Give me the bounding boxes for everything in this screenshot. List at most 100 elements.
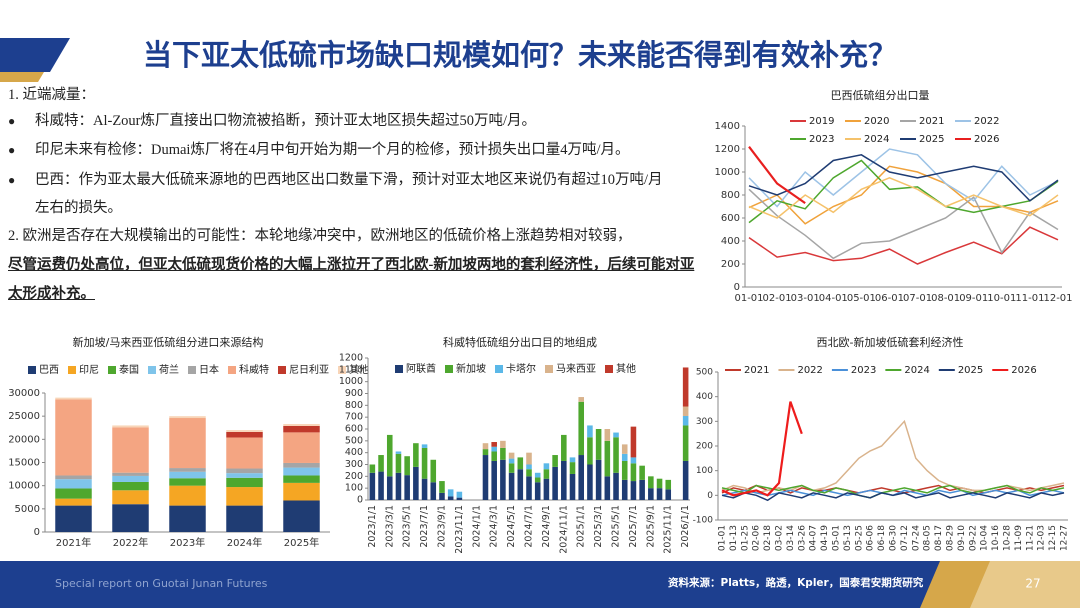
footer-bar [0, 561, 975, 608]
series-line [748, 226, 1059, 265]
y-tick-label: 20000 [8, 434, 40, 445]
bar-segment [169, 505, 206, 532]
y-tick-label: 0 [734, 282, 740, 293]
bar-segment [578, 397, 585, 402]
bar-segment [283, 475, 320, 483]
bar-segment [283, 500, 320, 532]
bar-segment [169, 478, 206, 486]
series-line [748, 154, 1059, 202]
bar-segment [656, 478, 663, 489]
header-deco [0, 38, 70, 72]
legend-label: 2023 [851, 365, 876, 376]
legend-label: 卡塔尔 [506, 362, 536, 375]
bar-segment [386, 476, 393, 500]
bar-segment [55, 399, 92, 476]
bar-segment [369, 472, 376, 500]
legend-label: 2019 [809, 116, 834, 127]
y-tick-label: 1100 [339, 364, 363, 375]
bar-segment [648, 476, 654, 489]
legend-label: 2020 [864, 116, 889, 127]
y-tick-label: 0 [707, 491, 713, 501]
x-tick-label: 2026/1/1 [680, 505, 691, 548]
legend-swatch [495, 365, 503, 373]
bar-segment [404, 456, 410, 476]
bar-segment [569, 457, 576, 463]
legend-swatch [68, 366, 76, 374]
y-tick-label: 200 [721, 259, 740, 270]
footer-source: 资料来源：Platts，路透，Kpler，国泰君安期货研究 [668, 576, 924, 589]
bar-segment [552, 455, 558, 467]
x-tick-label: 05-25 [854, 525, 864, 551]
bar-segment [413, 466, 419, 500]
legend-swatch [605, 365, 613, 373]
bar-segment [595, 429, 602, 460]
x-tick-label: 2023/9/1 [436, 505, 447, 548]
x-tick-label: 10-28 [1003, 525, 1013, 551]
x-tick-label: 10-16 [991, 525, 1001, 551]
bar-segment [491, 442, 497, 447]
y-tick-label: -100 [693, 516, 714, 526]
bar-segment [226, 437, 263, 469]
x-tick-label: 06-30 [889, 525, 899, 551]
legend-label: 2025 [919, 134, 944, 145]
bar-segment [630, 426, 637, 458]
bar-segment [55, 498, 92, 506]
legend-label: 2023 [809, 134, 834, 145]
legend-swatch [338, 366, 346, 374]
bar-segment [283, 425, 320, 433]
y-tick-label: 900 [345, 388, 363, 399]
bullet-item: ● 印尼未来有检修：Dumai炼厂将在4月中旬开始为期一个月的检修，预计损失出口量… [8, 136, 688, 164]
y-tick-label: 200 [345, 471, 363, 482]
bar-segment [639, 479, 645, 500]
bar-segment [112, 425, 149, 428]
x-tick-label: 2023年 [170, 536, 205, 549]
x-tick-label: 2024/9/1 [541, 505, 552, 548]
legend-label: 2024 [864, 134, 889, 145]
x-tick-label: 2025/1/1 [576, 505, 587, 548]
x-tick-label: 2024年 [227, 536, 262, 549]
y-tick-label: 600 [721, 213, 740, 224]
bullet-text: 科威特：Al-Zour炼厂直接出口物流被掐断，预计亚太地区损失超过50万吨/月。 [35, 113, 537, 129]
y-tick-label: 400 [696, 392, 713, 402]
bar-segment [456, 491, 463, 498]
legend-swatch [188, 366, 196, 374]
slide-title: 当下亚太低硫市场缺口规模如何？未来能否得到有效补充？ [143, 38, 897, 72]
bar-segment [430, 482, 437, 500]
bar-segment [226, 505, 263, 532]
series-line [748, 148, 1059, 208]
x-tick-label: 03-26 [797, 525, 807, 551]
bar-segment [630, 463, 637, 482]
series-line [721, 419, 1065, 494]
bar-segment [595, 459, 602, 500]
x-tick-label: 08-17 [934, 525, 944, 551]
bar-segment [482, 455, 489, 500]
y-tick-label: 600 [345, 424, 363, 435]
bar-segment [613, 472, 619, 500]
bar-segment [430, 459, 437, 483]
bar-segment [604, 440, 611, 477]
legend-label: 2022 [974, 116, 999, 127]
x-tick-label: 02-06 [752, 525, 762, 551]
bar-segment [169, 418, 206, 469]
bar-segment [639, 465, 645, 480]
y-tick-label: 0 [357, 495, 363, 506]
bar-segment [226, 487, 263, 506]
legend-label: 其他 [616, 362, 636, 375]
legend-swatch [545, 365, 553, 373]
x-tick-label: 2024/5/1 [506, 505, 517, 548]
legend-label: 其他 [349, 363, 369, 376]
bar-segment [500, 440, 506, 448]
x-tick-label: 2023/1/1 [367, 505, 378, 548]
x-tick-label: 2025/7/1 [628, 505, 639, 548]
bar-segment [578, 455, 585, 500]
x-tick-label: 10-04 [980, 525, 990, 551]
bar-segment [526, 464, 532, 470]
legend-label: 尼日利亚 [289, 364, 329, 376]
x-tick-label: 04-01 [819, 293, 848, 304]
series-line [748, 188, 1059, 260]
x-tick-label: 08-05 [923, 525, 933, 551]
x-tick-label: 11-09 [1014, 525, 1024, 551]
x-tick-label: 04-19 [820, 525, 830, 551]
bar-segment [682, 415, 689, 426]
